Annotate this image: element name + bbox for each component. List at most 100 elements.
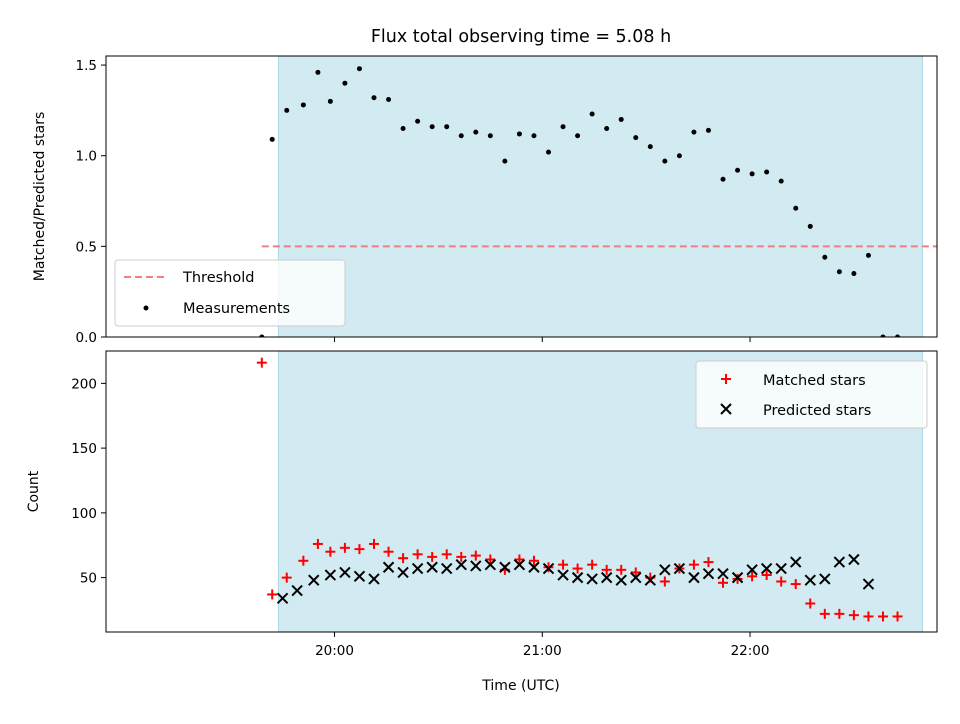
predicted-star-marker-b (659, 564, 671, 576)
measurement-point (662, 158, 668, 164)
chart-title: Flux total observing time = 5.08 h (371, 27, 671, 47)
measurement-point (705, 127, 711, 133)
predicted-star-marker-b (862, 578, 875, 590)
measurement-point (604, 126, 610, 132)
legend-predicted-label: Predicted stars (763, 403, 871, 419)
predicted-star-marker-b (746, 564, 758, 576)
measurement-point (807, 223, 813, 229)
predicted-star-marker-b (848, 553, 860, 566)
y-tick-label: 0.0 (76, 330, 97, 346)
predicted-star-marker-b (688, 571, 700, 584)
observing-window-span (277, 56, 923, 337)
legend-threshold-label: Threshold (182, 270, 254, 286)
measurement-point (560, 124, 566, 130)
measurement-point (269, 136, 275, 142)
y-tick-label: 0.5 (76, 239, 97, 255)
predicted-star-marker-b (819, 573, 831, 585)
y-tick-label: 1.5 (76, 58, 97, 74)
predicted-star-marker-b (484, 558, 497, 571)
predicted-star-marker-b (528, 561, 540, 573)
measurement-point (502, 158, 508, 164)
predicted-star-marker-b (411, 562, 424, 575)
measurement-point (618, 116, 624, 122)
measurement-point (458, 133, 464, 139)
bottom-panel: 20:00 21:00 22:00 50 100 150 200 Count Matched s… (26, 350, 938, 659)
measurement-point (836, 269, 842, 275)
predicted-star-marker-b (731, 571, 744, 584)
measurement-point (429, 124, 435, 130)
measurement-point (575, 133, 581, 139)
measurement-point (546, 149, 552, 155)
predicted-star-marker-b (702, 568, 715, 580)
measurement-point (589, 111, 595, 117)
measurement-point (735, 167, 741, 173)
predicted-star-marker-b (720, 403, 732, 415)
predicted-star-marker-b (455, 558, 467, 571)
measurement-point (284, 107, 290, 113)
measurement-point (444, 124, 450, 130)
predicted-star-marker-b (426, 561, 438, 573)
predicted-star-marker-b (717, 568, 729, 580)
y-tick-label: 50 (80, 571, 97, 587)
predicted-star-marker-b (339, 566, 351, 579)
predicted-star-marker-b (382, 561, 395, 573)
legend-box (114, 259, 346, 327)
measurement-point (259, 334, 265, 337)
predicted-star-marker-b (324, 569, 337, 581)
measurement-point (356, 66, 362, 72)
predicted-star-marker-b (308, 574, 320, 586)
predicted-star-marker-b (353, 570, 366, 583)
predicted-star-marker-b (833, 556, 846, 568)
predicted-star-marker-b (291, 584, 303, 597)
x-axis-label: Time (UTC) (481, 678, 559, 694)
panel-frame (105, 55, 938, 338)
measurement-point (487, 133, 493, 139)
predicted-star-marker-b (470, 560, 482, 572)
measurement-point (371, 95, 377, 101)
predicted-star-marker-b (557, 569, 569, 581)
measurement-point (415, 118, 421, 124)
measurement-point (880, 334, 886, 337)
legend-box (695, 360, 928, 429)
bottom-legend: Matched stars Predicted stars (695, 360, 928, 429)
predicted-star-marker-b (499, 561, 511, 573)
measurement-point (676, 153, 682, 159)
measurement-point (342, 80, 348, 86)
predicted-star-marker-b (600, 571, 613, 584)
predicted-star-marker-b (571, 571, 584, 584)
predicted-star-marker-b (644, 574, 657, 586)
measurement-point (691, 129, 697, 135)
y-tick-label: 1.0 (76, 149, 97, 165)
measurement-point (473, 129, 479, 135)
predicted-star-marker-b (630, 571, 642, 584)
predicted-star-marker-b (615, 574, 627, 586)
x-tick-label: 20:00 (315, 643, 354, 659)
legend-matched-label: Matched stars (763, 373, 866, 389)
predicted-star-marker-b (368, 573, 380, 585)
measurement-point (793, 205, 799, 211)
predicted-star-marker-b (775, 562, 787, 575)
predicted-star-marker-b (760, 562, 773, 575)
measurement-point (778, 178, 784, 184)
measurement-point (386, 97, 392, 103)
predicted-star-marker-b (397, 566, 409, 579)
measurement-point (851, 271, 857, 277)
predicted-star-marker-b (441, 562, 453, 575)
y-tick-label: 100 (71, 506, 97, 522)
measurement-point (647, 144, 653, 150)
predicted-star-marker-b (542, 562, 555, 575)
measurement-point (720, 176, 726, 182)
measurement-point (764, 169, 770, 175)
x-tick-label: 22:00 (731, 643, 770, 659)
measurement-point (516, 131, 522, 137)
measurement-point (822, 254, 828, 260)
predicted-star-marker-b (276, 592, 289, 605)
legend-measurements-label: Measurements (183, 301, 290, 317)
measurement-point (865, 252, 871, 258)
measurement-point (749, 171, 755, 177)
measurement-point (400, 126, 406, 132)
predicted-star-marker-b (513, 558, 526, 571)
predicted-star-marker-b (790, 556, 802, 568)
predicted-star-marker-b (673, 562, 686, 575)
